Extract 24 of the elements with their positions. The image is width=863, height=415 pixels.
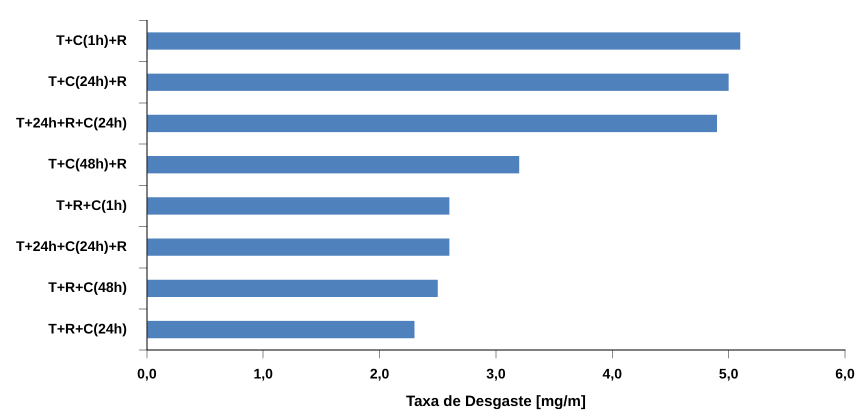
y-tick-label: T+R+C(48h) — [48, 279, 127, 296]
x-tick-label: 0,0 — [137, 365, 157, 382]
x-tick-label: 2,0 — [370, 365, 390, 382]
bar — [147, 74, 729, 91]
bar — [147, 320, 414, 338]
x-axis-title: Taxa de Desgaste [mg/m] — [406, 393, 586, 410]
x-tick-label: 3,0 — [486, 365, 506, 382]
x-tick-label: 5,0 — [718, 365, 739, 382]
bar — [147, 280, 438, 298]
bar — [147, 197, 450, 215]
x-tick-label: 6,0 — [835, 365, 855, 382]
bar — [147, 32, 740, 50]
x-tick-label: 4,0 — [602, 365, 622, 382]
bar — [147, 114, 718, 132]
bar — [147, 238, 450, 256]
y-tick-label: T+24h+C(24h)+R — [16, 238, 127, 254]
y-tick-label: T+24h+R+C(24h) — [16, 114, 127, 130]
y-tick-label: T+C(1h)+R — [56, 32, 127, 48]
y-tick-label: T+R+C(24h) — [48, 320, 127, 336]
y-tick-label: T+R+C(1h) — [56, 196, 127, 213]
y-tick-label: T+C(24h)+R — [48, 73, 127, 90]
bar — [147, 156, 520, 174]
x-tick-label: 1,0 — [253, 365, 274, 382]
y-tick-label: T+C(48h)+R — [48, 156, 127, 172]
